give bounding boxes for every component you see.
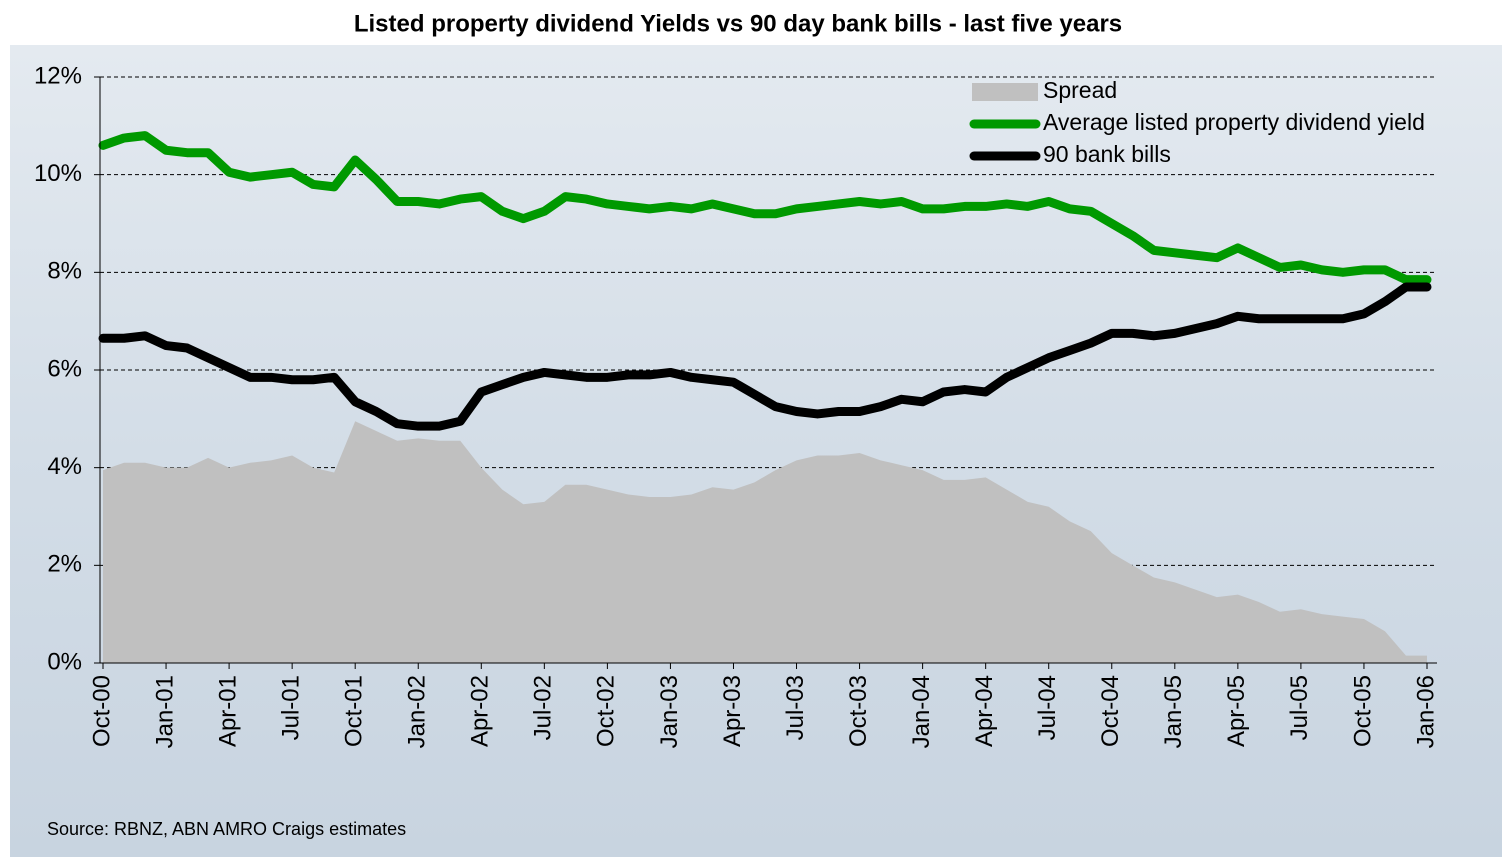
legend-label: Spread [1043, 77, 1117, 103]
legend-label: 90 bank bills [1043, 141, 1171, 167]
x-tick-label: Jul-03 [782, 675, 809, 740]
x-tick-label: Jan-01 [151, 675, 178, 748]
x-tick-label: Oct-05 [1349, 675, 1376, 747]
x-tick-label: Jul-04 [1034, 675, 1061, 740]
x-tick-label: Jan-03 [656, 675, 683, 748]
y-tick-label: 12% [34, 62, 82, 89]
x-tick-label: Jul-02 [530, 675, 557, 740]
x-tick-label: Apr-05 [1223, 675, 1250, 747]
y-tick-label: 10% [34, 160, 82, 187]
chart-title: Listed property dividend Yields vs 90 da… [354, 10, 1122, 37]
legend-swatch [972, 83, 1038, 101]
x-tick-label: Apr-03 [719, 675, 746, 747]
x-tick-label: Oct-03 [845, 675, 872, 747]
y-tick-label: 0% [47, 648, 82, 675]
x-tick-label: Apr-02 [467, 675, 494, 747]
x-tick-label: Oct-00 [88, 675, 115, 747]
chart: Listed property dividend Yields vs 90 da… [0, 0, 1502, 857]
y-tick-label: 4% [47, 453, 82, 480]
y-tick-label: 8% [47, 258, 82, 285]
x-tick-label: Jul-01 [277, 675, 304, 740]
x-tick-label: Jan-05 [1160, 675, 1187, 748]
x-tick-label: Jan-02 [404, 675, 431, 748]
y-tick-label: 2% [47, 551, 82, 578]
y-tick-label: 6% [47, 355, 82, 382]
x-tick-label: Jul-05 [1286, 675, 1313, 740]
x-tick-label: Oct-04 [1097, 675, 1124, 747]
x-tick-label: Oct-02 [593, 675, 620, 747]
legend-label: Average listed property dividend yield [1043, 109, 1425, 135]
page: Listed property dividend Yields vs 90 da… [0, 0, 1502, 857]
x-tick-label: Jan-04 [908, 675, 935, 748]
x-tick-label: Apr-01 [214, 675, 241, 747]
x-tick-label: Jan-06 [1412, 675, 1439, 748]
x-tick-label: Apr-04 [971, 675, 998, 747]
source-note: Source: RBNZ, ABN AMRO Craigs estimates [47, 819, 406, 839]
x-tick-label: Oct-01 [341, 675, 368, 747]
